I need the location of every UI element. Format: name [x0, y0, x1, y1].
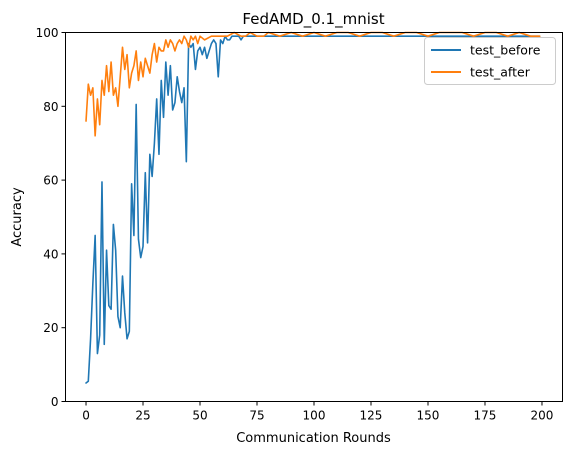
x-axis: 0 25 50 75 100 125 150 175 200 — [82, 401, 554, 423]
y-axis-label: Accuracy — [10, 187, 25, 247]
series-line-test-before — [85, 35, 541, 384]
y-tick-label: 40 — [43, 247, 58, 261]
y-tick-label: 60 — [43, 174, 58, 188]
x-tick-label: 100 — [303, 409, 326, 423]
x-axis-label: Communication Rounds — [236, 431, 391, 446]
y-tick-label: 100 — [36, 26, 59, 40]
legend-label-test-after: test_after — [470, 65, 531, 80]
x-tick-label: 0 — [82, 409, 90, 423]
x-tick-label: 75 — [249, 409, 264, 423]
chart-title: FedAMD_0.1_mnist — [242, 10, 384, 29]
y-tick-label: 80 — [43, 100, 58, 114]
x-tick-label: 200 — [531, 409, 554, 423]
legend-label-test-before: test_before — [470, 43, 541, 58]
x-tick-label: 50 — [192, 409, 207, 423]
x-tick-label: 25 — [135, 409, 150, 423]
y-tick-label: 0 — [51, 395, 59, 409]
x-tick-label: 125 — [360, 409, 383, 423]
y-axis: 0 20 40 60 80 100 — [36, 26, 66, 409]
x-tick-label: 175 — [474, 409, 497, 423]
x-tick-label: 150 — [417, 409, 440, 423]
y-tick-label: 20 — [43, 321, 58, 335]
legend: test_before test_after — [424, 37, 556, 85]
